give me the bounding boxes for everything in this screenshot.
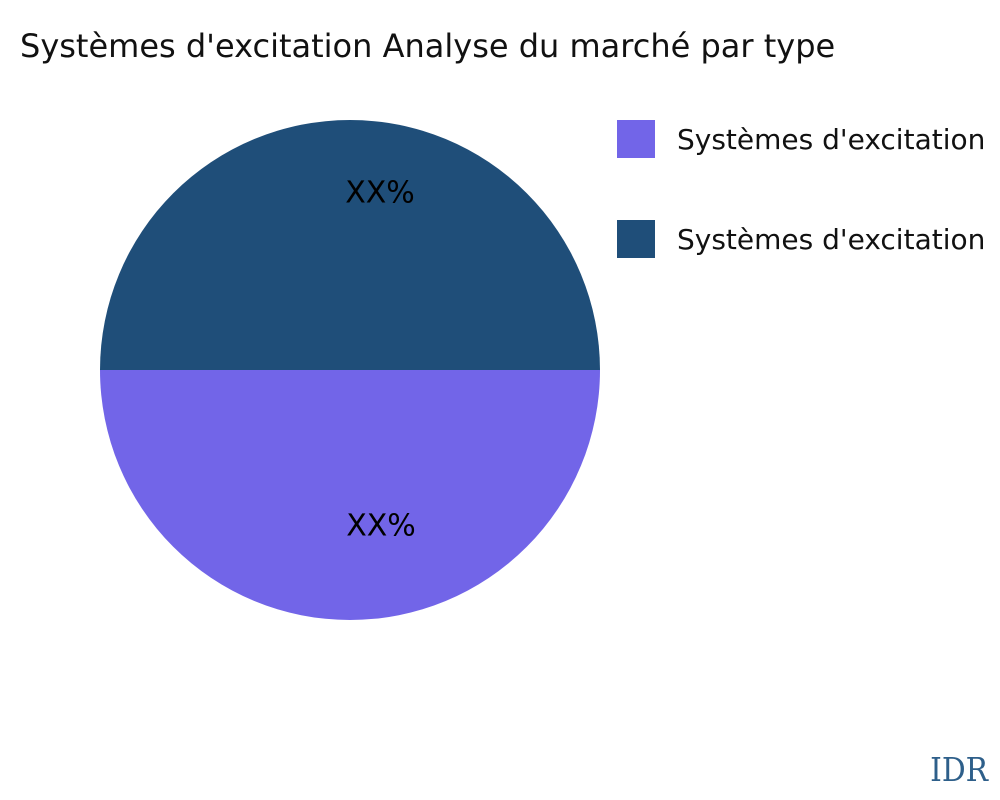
chart-title: Systèmes d'excitation Analyse du marché … bbox=[20, 27, 836, 65]
legend-label-1: Systèmes d'excitation bbox=[677, 122, 986, 156]
legend-swatch-purple bbox=[617, 120, 655, 158]
legend-item-2: Systèmes d'excitation bbox=[617, 220, 985, 258]
legend: Systèmes d'excitation Systèmes d'excitat… bbox=[617, 120, 985, 320]
pie-chart: XX% XX% bbox=[100, 120, 600, 620]
slice-label-bottom: XX% bbox=[346, 508, 416, 544]
legend-label-2: Systèmes d'excitation bbox=[677, 222, 986, 256]
legend-item-1: Systèmes d'excitation bbox=[617, 120, 985, 158]
watermark-idr: IDR bbox=[930, 750, 988, 789]
legend-swatch-navy bbox=[617, 220, 655, 258]
slice-label-top: XX% bbox=[345, 175, 415, 211]
